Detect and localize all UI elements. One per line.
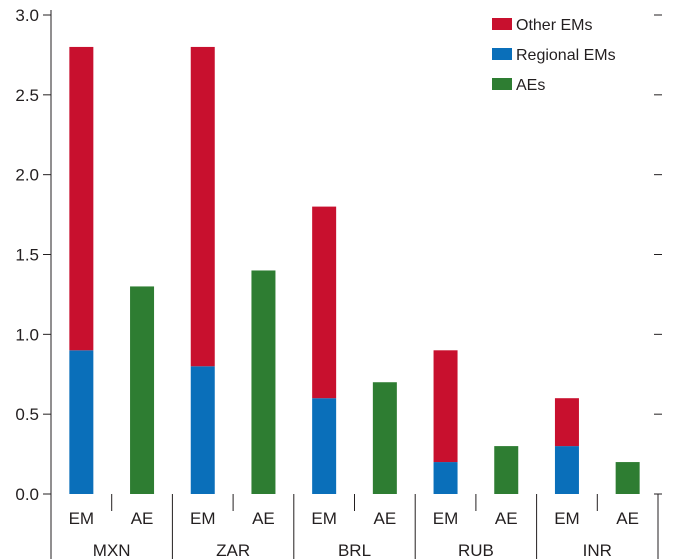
bar-segment-other-ems	[312, 206, 337, 399]
bar-segment-regional-ems	[554, 446, 579, 494]
group-label: MXN	[93, 541, 131, 559]
right-axis-ticks	[654, 14, 662, 495]
subcategory-label: AE	[131, 509, 154, 528]
subcategory-label: AE	[495, 509, 518, 528]
legend-swatch	[492, 48, 512, 60]
y-tick-label: 3.0	[15, 6, 39, 25]
subcategory-label: AE	[374, 509, 397, 528]
bar-segment-aes	[130, 286, 155, 494]
group-label: INR	[583, 541, 612, 559]
subcategory-label: EM	[311, 509, 337, 528]
bars	[69, 46, 640, 494]
legend-swatch	[492, 18, 512, 30]
legend-label: Other EMs	[516, 17, 592, 34]
bar-segment-regional-ems	[312, 398, 337, 494]
legend-label: Regional EMs	[516, 47, 616, 64]
y-tick-label: 2.0	[15, 166, 39, 185]
y-axis: 0.0 0.5 1.0 1.5 2.0 2.5 3.0	[15, 6, 52, 504]
group-label: ZAR	[216, 541, 250, 559]
bar-segment-regional-ems	[69, 350, 94, 494]
subcategory-label: EM	[69, 509, 95, 528]
group-label: BRL	[338, 541, 371, 559]
bar-segment-other-ems	[433, 350, 458, 463]
legend-label: AEs	[516, 77, 545, 94]
bar-segment-regional-ems	[433, 462, 458, 494]
y-tick-label: 1.0	[15, 325, 39, 344]
bar-segment-other-ems	[554, 398, 579, 447]
legend: Other EMs Regional EMs AEs	[492, 17, 616, 94]
y-tick-label: 1.5	[15, 246, 39, 265]
bar-segment-aes	[615, 462, 640, 494]
bar-segment-other-ems	[190, 46, 215, 367]
bar-segment-aes	[494, 446, 519, 494]
subcategory-label: EM	[190, 509, 216, 528]
bar-segment-aes	[251, 270, 276, 494]
subcategory-label: AE	[616, 509, 639, 528]
bar-segment-other-ems	[69, 46, 94, 351]
bar-segment-regional-ems	[190, 366, 215, 494]
bar-segment-aes	[372, 382, 397, 494]
y-tick-label: 0.0	[15, 485, 39, 504]
subcategory-label: AE	[252, 509, 275, 528]
subcategory-label: EM	[554, 509, 580, 528]
y-tick-label: 2.5	[15, 86, 39, 105]
subcategory-label: EM	[433, 509, 459, 528]
group-label: RUB	[458, 541, 494, 559]
y-tick-label: 0.5	[15, 405, 39, 424]
legend-swatch	[492, 78, 512, 90]
